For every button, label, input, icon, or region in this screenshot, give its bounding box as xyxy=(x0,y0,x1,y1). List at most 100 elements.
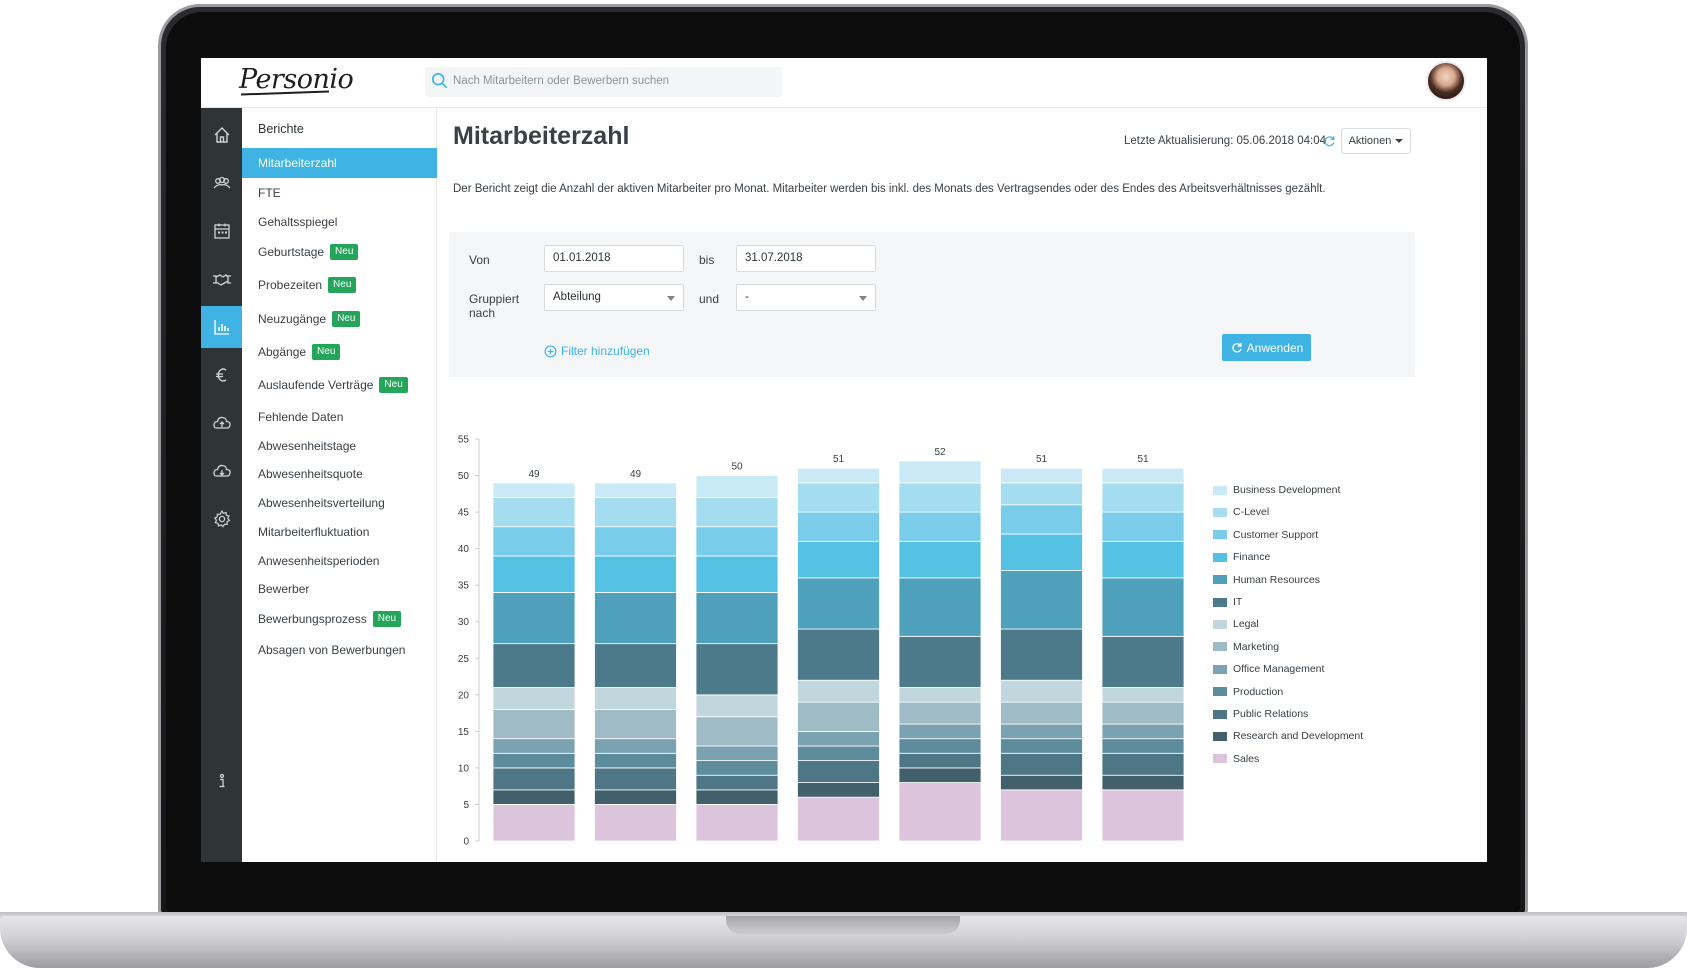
bar-segment xyxy=(898,701,982,725)
bar-segment xyxy=(1000,752,1083,776)
nav-item[interactable]: Bewerber xyxy=(242,574,437,604)
actions-dropdown[interactable]: Aktionen xyxy=(1341,128,1411,154)
app-screen: Personio Nach Mitarbeitern oder Bewerber… xyxy=(201,58,1487,862)
user-avatar[interactable] xyxy=(1426,61,1466,101)
nav-item[interactable]: Mitarbeiterzahl xyxy=(242,148,437,178)
nav-item[interactable]: Probezeiten Neu xyxy=(242,270,437,300)
bar-total-label: 49 xyxy=(528,469,540,480)
handshake-icon xyxy=(212,274,231,286)
nav-item[interactable]: Abwesenheitsquote xyxy=(242,459,437,489)
legend-swatch xyxy=(1213,642,1227,652)
bar-segment xyxy=(594,555,677,593)
nav-item-label: Mitarbeiterfluktuation xyxy=(258,525,370,539)
cloud-upload-icon xyxy=(212,416,231,429)
nav-item-label: Abwesenheitsverteilung xyxy=(258,496,385,510)
legend-item[interactable]: Sales xyxy=(1213,752,1259,766)
last-update-text: Letzte Aktualisierung: 05.06.2018 04:04 xyxy=(1124,135,1327,147)
bar-segment xyxy=(695,592,779,645)
bar-total-label: 51 xyxy=(1036,454,1048,465)
bar-segment xyxy=(797,701,880,732)
legend-item[interactable]: Finance xyxy=(1213,550,1270,564)
bar-segment xyxy=(898,460,982,484)
bar-segment xyxy=(1101,789,1185,842)
nav-item[interactable]: Neuzugänge Neu xyxy=(242,304,437,334)
rail-home[interactable] xyxy=(201,114,242,156)
second-group-select[interactable]: - xyxy=(736,284,876,311)
rail-payroll[interactable] xyxy=(201,354,242,396)
bar-segment xyxy=(594,767,677,791)
bar-segment xyxy=(594,592,677,645)
legend-item[interactable]: Public Relations xyxy=(1213,707,1308,721)
add-filter-link[interactable]: Filter hinzufügen xyxy=(544,344,650,358)
search-icon xyxy=(431,72,448,89)
nav-item[interactable]: Geburtstage Neu xyxy=(242,237,437,267)
rail-people[interactable] xyxy=(201,162,242,204)
bar-segment xyxy=(898,782,982,842)
nav-item-label: Probezeiten xyxy=(258,278,323,292)
legend-swatch xyxy=(1213,507,1227,517)
to-date-input[interactable]: 31.07.2018 xyxy=(736,245,876,272)
bar-segment xyxy=(594,526,677,557)
bar-segment xyxy=(695,745,779,761)
legend-item[interactable]: IT xyxy=(1213,595,1242,609)
bar-segment xyxy=(797,577,880,630)
legend-item[interactable]: C-Level xyxy=(1213,505,1269,519)
rail-reports[interactable] xyxy=(201,306,242,348)
legend-label: Customer Support xyxy=(1233,528,1319,541)
legend-item[interactable]: Marketing xyxy=(1213,640,1279,654)
bar-segment xyxy=(1101,540,1185,579)
bar-segment xyxy=(797,760,880,783)
bar-segment xyxy=(1000,504,1083,535)
from-date-input[interactable]: 01.01.2018 xyxy=(544,245,684,272)
legend-item[interactable]: Production xyxy=(1213,685,1283,699)
legend-label: IT xyxy=(1233,596,1243,608)
rail-handshake[interactable] xyxy=(201,258,242,300)
nav-item[interactable]: Abgänge Neu xyxy=(242,337,437,367)
refresh-icon[interactable] xyxy=(1322,134,1336,148)
nav-item[interactable]: Mitarbeiterfluktuation xyxy=(242,517,437,547)
bar-segment xyxy=(797,482,880,513)
group-by-select[interactable]: Abteilung xyxy=(544,284,684,311)
new-badge: Neu xyxy=(372,611,402,627)
rail-download[interactable] xyxy=(201,450,242,492)
rail-settings[interactable] xyxy=(201,498,242,540)
nav-item[interactable]: Absagen von Bewerbungen xyxy=(242,635,437,665)
rail-calendar[interactable] xyxy=(201,210,242,252)
rail-info[interactable] xyxy=(201,760,242,802)
nav-item[interactable]: FTE xyxy=(242,178,437,208)
legend-item[interactable]: Legal xyxy=(1213,617,1259,631)
bar-segment xyxy=(797,730,880,747)
new-badge: Neu xyxy=(330,244,359,260)
legend-item[interactable]: Customer Support xyxy=(1213,528,1318,542)
legend-item[interactable]: Business Development xyxy=(1213,483,1340,497)
bar-segment xyxy=(1101,723,1185,740)
bar-segment xyxy=(898,767,982,783)
legend-item[interactable]: Human Resources xyxy=(1213,573,1320,587)
legend-item[interactable]: Office Management xyxy=(1213,662,1324,676)
bar-segment xyxy=(1101,687,1185,703)
nav-item[interactable]: Fehlende Daten xyxy=(242,402,437,432)
y-tick-label: 35 xyxy=(458,581,470,592)
bar-segment xyxy=(1000,679,1083,703)
bar-segment xyxy=(1101,511,1185,542)
bar-total-label: 52 xyxy=(934,447,946,458)
nav-item[interactable]: Auslaufende Verträge Neu xyxy=(242,370,437,400)
nav-item[interactable]: Gehaltsspiegel xyxy=(242,207,437,237)
nav-item-label: Abgänge xyxy=(258,345,307,359)
legend-item[interactable]: Research and Development xyxy=(1213,729,1363,743)
bar-segment xyxy=(594,789,677,805)
legend-swatch xyxy=(1213,530,1227,540)
nav-item-label: Neuzugänge xyxy=(258,312,327,326)
search-input[interactable]: Nach Mitarbeitern oder Bewerbern suchen xyxy=(425,67,782,97)
bar-segment xyxy=(492,752,576,769)
nav-item[interactable]: Abwesenheitstage xyxy=(242,431,437,461)
rail-upload[interactable] xyxy=(201,402,242,444)
apply-button[interactable]: Anwenden xyxy=(1222,334,1311,361)
nav-item[interactable]: Anwesenheitsperioden xyxy=(242,546,437,576)
add-filter-label: Filter hinzufügen xyxy=(561,344,650,358)
nav-item[interactable]: Abwesenheitsverteilung xyxy=(242,488,437,518)
nav-item[interactable]: Bewerbungsprozess Neu xyxy=(242,604,437,634)
legend-swatch xyxy=(1213,597,1227,607)
personio-logo[interactable]: Personio xyxy=(239,64,354,95)
bar-segment xyxy=(898,635,982,688)
